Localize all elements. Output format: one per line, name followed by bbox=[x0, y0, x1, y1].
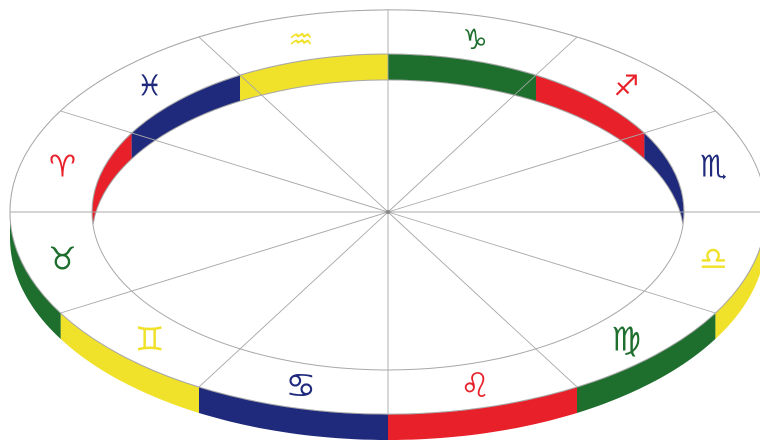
sign-glyph-cancer: ♋ bbox=[286, 366, 316, 405]
division-line-11 bbox=[60, 110, 389, 213]
division-line-9 bbox=[60, 211, 389, 314]
sign-glyphs-layer: ♑ ♐ ♏ ♎ ♍ ♌ ♋ ♊ ♉ ♈ ♓ ♒ bbox=[48, 23, 727, 405]
rim-inner-band-aries-b bbox=[92, 133, 132, 238]
rim-outer-band-libra bbox=[715, 247, 760, 339]
division-line-2 bbox=[387, 36, 578, 213]
division-line-12 bbox=[198, 36, 389, 213]
rim-outer-band-cancer bbox=[199, 386, 388, 440]
division-lines-layer bbox=[10, 10, 760, 414]
sign-glyph-scorpio: ♏ bbox=[700, 149, 727, 184]
sign-glyph-libra: ♎ bbox=[699, 242, 727, 278]
sign-glyph-gemini: ♊ bbox=[135, 319, 165, 358]
sign-glyph-sagittarius: ♐ bbox=[613, 69, 639, 103]
division-line-3 bbox=[387, 110, 716, 213]
center-point bbox=[386, 210, 390, 214]
rim-outer-band-gemini bbox=[60, 313, 199, 413]
rim-outer-band-taurus bbox=[10, 212, 61, 339]
sign-glyph-virgo: ♍ bbox=[611, 319, 641, 358]
sign-glyph-taurus: ♉ bbox=[48, 242, 76, 278]
sign-glyph-aries: ♈ bbox=[49, 149, 76, 184]
division-line-6 bbox=[387, 211, 578, 388]
rim-inner-band-scorpio bbox=[644, 133, 684, 238]
sign-glyph-pisces: ♓ bbox=[137, 69, 163, 103]
sign-glyph-capricorn: ♑ bbox=[463, 23, 488, 56]
rim-outer-band-leo bbox=[388, 386, 577, 440]
sign-glyph-aquarius: ♒ bbox=[288, 23, 313, 56]
division-line-5 bbox=[387, 211, 716, 314]
division-line-8 bbox=[198, 211, 389, 388]
sign-glyph-leo: ♌ bbox=[460, 366, 490, 405]
rim-outer-band-virgo bbox=[577, 313, 716, 413]
